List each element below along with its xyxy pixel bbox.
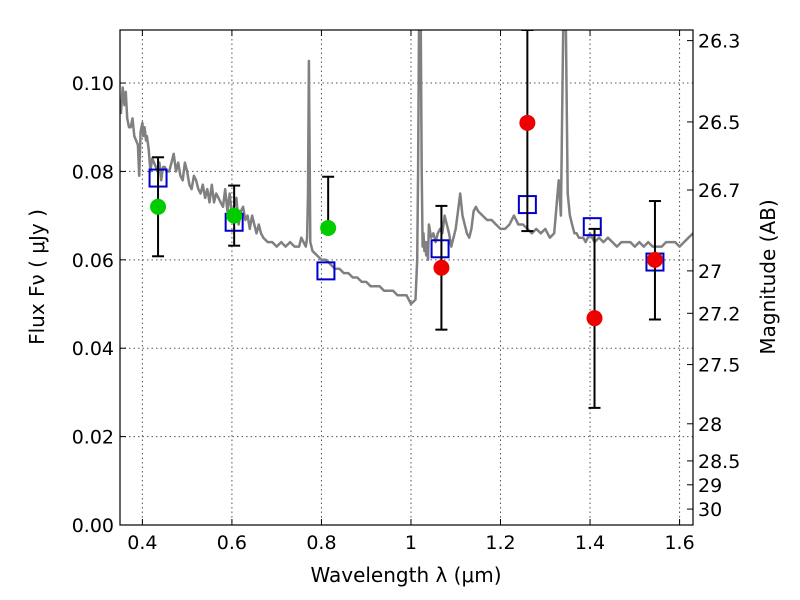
x-tick-label: 1 bbox=[405, 532, 417, 554]
mag-tick-label: 30 bbox=[698, 499, 722, 521]
y-tick-label: 0.02 bbox=[72, 427, 114, 449]
mag-tick-label: 26.3 bbox=[698, 31, 740, 53]
plot-area bbox=[120, 30, 693, 409]
y-tick-label: 0.04 bbox=[72, 338, 114, 360]
x-axis-label: Wavelength λ (μm) bbox=[310, 563, 501, 587]
plot-frame bbox=[119, 29, 694, 526]
axis-ticks bbox=[120, 30, 693, 526]
y-tick-label: 0.10 bbox=[72, 73, 114, 95]
mag-tick-label: 27 bbox=[698, 261, 722, 283]
data-point-green bbox=[320, 220, 337, 236]
model-flux-square bbox=[430, 239, 450, 259]
x-tick-label: 0.8 bbox=[306, 532, 336, 554]
mag-tick-label: 29 bbox=[698, 475, 722, 497]
model-flux-square bbox=[316, 261, 336, 281]
x-tick-label: 0.4 bbox=[127, 532, 157, 554]
y-tick-label: 0.08 bbox=[72, 161, 114, 183]
data-point-red bbox=[519, 114, 536, 131]
y-tick-label: 0.06 bbox=[72, 250, 114, 272]
data-point-red bbox=[646, 251, 663, 268]
x-tick-label: 0.6 bbox=[217, 532, 247, 554]
model-flux-square bbox=[582, 217, 602, 237]
data-point-green bbox=[150, 198, 167, 215]
mag-tick-label: 27.2 bbox=[698, 303, 740, 325]
y-tick-label: 0.00 bbox=[72, 515, 114, 537]
model-spectrum-line bbox=[120, 30, 693, 306]
x-tick-label: 1.6 bbox=[664, 532, 694, 554]
mag-tick-label: 28 bbox=[698, 414, 722, 436]
mag-tick-label: 28.5 bbox=[698, 451, 740, 473]
data-point-red bbox=[586, 310, 603, 327]
x-tick-label: 1.4 bbox=[575, 532, 605, 554]
tick-labels: 0.4 0.6 0.8 1 1.2 1.4 1.6 0.00 0.02 0.04 0.06 0.08 0… bbox=[72, 31, 741, 554]
mag-tick-label: 27.5 bbox=[698, 355, 740, 377]
mag-tick-label: 26.7 bbox=[698, 180, 740, 202]
grid-lines bbox=[120, 30, 693, 526]
mag-tick-label: 26.5 bbox=[698, 112, 740, 134]
y2-axis-label: Magnitude (AB) bbox=[756, 199, 780, 354]
data-point-red bbox=[433, 259, 450, 276]
x-tick-label: 1.2 bbox=[485, 532, 515, 554]
y-axis-label: Flux Fν ( μJy ) bbox=[25, 209, 49, 345]
data-point-green bbox=[226, 207, 243, 224]
